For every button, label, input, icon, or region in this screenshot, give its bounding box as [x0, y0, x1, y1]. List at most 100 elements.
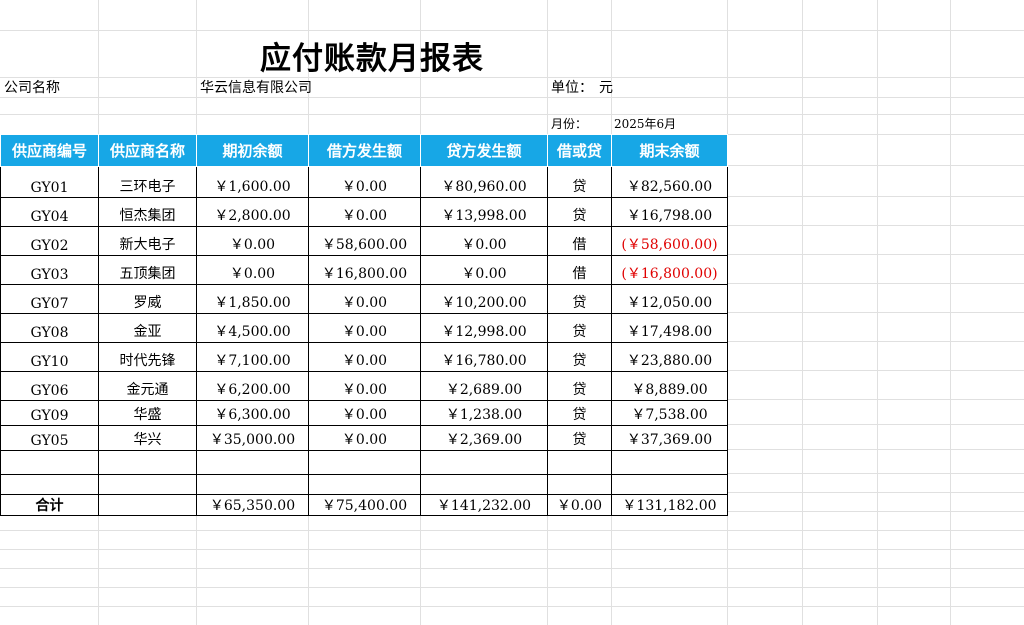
cell-debit-amount[interactable]: ￥0.00: [308, 342, 421, 372]
col-header-supplier-name[interactable]: 供应商名称: [98, 134, 197, 167]
cell-credit-amount[interactable]: ￥10,200.00: [420, 284, 548, 314]
cell-opening-balance[interactable]: ￥2,800.00: [196, 197, 309, 227]
cell-debit-or-credit[interactable]: 贷: [547, 400, 612, 426]
cell-credit-amount[interactable]: ￥2,689.00: [420, 371, 548, 401]
total-closing[interactable]: ￥131,182.00: [611, 494, 728, 516]
cell-supplier-name[interactable]: 三环电子: [98, 166, 197, 198]
cell-closing-balance[interactable]: ￥82,560.00: [611, 166, 728, 198]
col-header-supplier-code[interactable]: 供应商编号: [0, 134, 99, 167]
cell-supplier-code[interactable]: GY04: [0, 197, 99, 227]
unit-label: 单位：: [551, 80, 593, 96]
unit-value[interactable]: 元: [599, 80, 613, 96]
cell-credit-amount[interactable]: ￥16,780.00: [420, 342, 548, 372]
cell-debit-amount[interactable]: ￥0.00: [308, 400, 421, 426]
cell-debit-amount[interactable]: ￥0.00: [308, 166, 421, 198]
cell-debit-amount[interactable]: ￥0.00: [308, 425, 421, 451]
cell-supplier-code[interactable]: GY08: [0, 313, 99, 343]
cell-debit-amount[interactable]: ￥58,600.00: [308, 226, 421, 256]
cell-debit-or-credit[interactable]: 贷: [547, 166, 612, 198]
table-row: GY04 恒杰集团 ￥2,800.00 ￥0.00 ￥13,998.00 贷 ￥16,798…: [0, 197, 728, 227]
cell-debit-or-credit[interactable]: 贷: [547, 313, 612, 343]
cell-credit-amount[interactable]: ￥80,960.00: [420, 166, 548, 198]
col-header-debit-or-credit[interactable]: 借或贷: [547, 134, 612, 167]
cell-opening-balance[interactable]: ￥1,850.00: [196, 284, 309, 314]
cell-supplier-name[interactable]: 恒杰集团: [98, 197, 197, 227]
col-header-opening-balance[interactable]: 期初余额: [196, 134, 309, 167]
cell-closing-balance[interactable]: ￥37,369.00: [611, 425, 728, 451]
total-opening[interactable]: ￥65,350.00: [196, 494, 309, 516]
empty-row: [0, 450, 728, 475]
cell-closing-balance[interactable]: ￥17,498.00: [611, 313, 728, 343]
total-label[interactable]: 合计: [0, 494, 99, 516]
cell-debit-or-credit[interactable]: 贷: [547, 342, 612, 372]
cell-debit-amount[interactable]: ￥0.00: [308, 284, 421, 314]
cell-debit-amount[interactable]: ￥16,800.00: [308, 255, 421, 285]
cell-supplier-code[interactable]: GY02: [0, 226, 99, 256]
cell-debit-or-credit[interactable]: 贷: [547, 425, 612, 451]
cell-opening-balance[interactable]: ￥6,300.00: [196, 400, 309, 426]
company-name-value[interactable]: 华云信息有限公司: [200, 80, 312, 96]
cell-opening-balance[interactable]: ￥1,600.00: [196, 166, 309, 198]
payables-table: 供应商编号 供应商名称 期初余额 借方发生额 贷方发生额 借或贷 期末余额 GY…: [0, 134, 728, 516]
cell-debit-or-credit[interactable]: 借: [547, 226, 612, 256]
cell-opening-balance[interactable]: ￥0.00: [196, 226, 309, 256]
cell-supplier-code[interactable]: GY10: [0, 342, 99, 372]
cell-credit-amount[interactable]: ￥0.00: [420, 226, 548, 256]
col-header-closing-balance[interactable]: 期末余额: [611, 134, 728, 167]
cell-supplier-name[interactable]: 华盛: [98, 400, 197, 426]
cell-debit-or-credit[interactable]: 借: [547, 255, 612, 285]
cell-closing-balance[interactable]: (￥58,600.00): [611, 226, 728, 256]
cell-supplier-code[interactable]: GY09: [0, 400, 99, 426]
report-title: 应付账款月报表: [260, 41, 484, 77]
cell-closing-balance[interactable]: ￥7,538.00: [611, 400, 728, 426]
cell-debit-or-credit[interactable]: 贷: [547, 371, 612, 401]
month-value[interactable]: 2025年6月: [614, 117, 677, 131]
cell-opening-balance[interactable]: ￥0.00: [196, 255, 309, 285]
cell-opening-balance[interactable]: ￥7,100.00: [196, 342, 309, 372]
cell-supplier-code[interactable]: GY05: [0, 425, 99, 451]
col-header-credit-amount[interactable]: 贷方发生额: [420, 134, 548, 167]
cell-debit-or-credit[interactable]: 贷: [547, 197, 612, 227]
cell-supplier-name[interactable]: 华兴: [98, 425, 197, 451]
empty-row: [0, 474, 728, 495]
cell-opening-balance[interactable]: ￥4,500.00: [196, 313, 309, 343]
cell-closing-balance[interactable]: ￥16,798.00: [611, 197, 728, 227]
cell-opening-balance[interactable]: ￥35,000.00: [196, 425, 309, 451]
cell-supplier-code[interactable]: GY06: [0, 371, 99, 401]
cell-credit-amount[interactable]: ￥0.00: [420, 255, 548, 285]
table-row: GY03 五顶集团 ￥0.00 ￥16,800.00 ￥0.00 借 (￥16,800.00…: [0, 255, 728, 285]
table-row: GY10 时代先锋 ￥7,100.00 ￥0.00 ￥16,780.00 贷 ￥23,880…: [0, 342, 728, 372]
cell-debit-amount[interactable]: ￥0.00: [308, 313, 421, 343]
total-credit[interactable]: ￥141,232.00: [420, 494, 548, 516]
table-row: GY07 罗威 ￥1,850.00 ￥0.00 ￥10,200.00 贷 ￥12,050.0…: [0, 284, 728, 314]
cell-credit-amount[interactable]: ￥2,369.00: [420, 425, 548, 451]
cell-closing-balance[interactable]: ￥8,889.00: [611, 371, 728, 401]
cell-supplier-name[interactable]: 时代先锋: [98, 342, 197, 372]
cell-credit-amount[interactable]: ￥12,998.00: [420, 313, 548, 343]
cell-supplier-code[interactable]: GY07: [0, 284, 99, 314]
cell-debit-amount[interactable]: ￥0.00: [308, 371, 421, 401]
col-header-debit-amount[interactable]: 借方发生额: [308, 134, 421, 167]
total-debit[interactable]: ￥75,400.00: [308, 494, 421, 516]
cell-credit-amount[interactable]: ￥13,998.00: [420, 197, 548, 227]
cell-supplier-code[interactable]: GY03: [0, 255, 99, 285]
cell-closing-balance[interactable]: ￥23,880.00: [611, 342, 728, 372]
cell-debit-amount[interactable]: ￥0.00: [308, 197, 421, 227]
cell-debit-or-credit[interactable]: 贷: [547, 284, 612, 314]
cell-credit-amount[interactable]: ￥1,238.00: [420, 400, 548, 426]
cell-supplier-name[interactable]: 五顶集团: [98, 255, 197, 285]
cell-closing-balance[interactable]: ￥12,050.00: [611, 284, 728, 314]
table-row: GY06 金元通 ￥6,200.00 ￥0.00 ￥2,689.00 贷 ￥8,889.00: [0, 371, 728, 401]
total-name-cell[interactable]: [98, 494, 197, 516]
cell-supplier-name[interactable]: 金元通: [98, 371, 197, 401]
cell-supplier-name[interactable]: 罗威: [98, 284, 197, 314]
cell-supplier-name[interactable]: 金亚: [98, 313, 197, 343]
total-dc[interactable]: ￥0.00: [547, 494, 612, 516]
table-row: GY08 金亚 ￥4,500.00 ￥0.00 ￥12,998.00 贷 ￥17,498.0…: [0, 313, 728, 343]
cell-opening-balance[interactable]: ￥6,200.00: [196, 371, 309, 401]
cell-supplier-name[interactable]: 新大电子: [98, 226, 197, 256]
cell-closing-balance[interactable]: (￥16,800.00): [611, 255, 728, 285]
cell-supplier-code[interactable]: GY01: [0, 166, 99, 198]
month-label: 月份：: [551, 117, 588, 131]
table-header-row: 供应商编号 供应商名称 期初余额 借方发生额 贷方发生额 借或贷 期末余额: [0, 134, 728, 167]
